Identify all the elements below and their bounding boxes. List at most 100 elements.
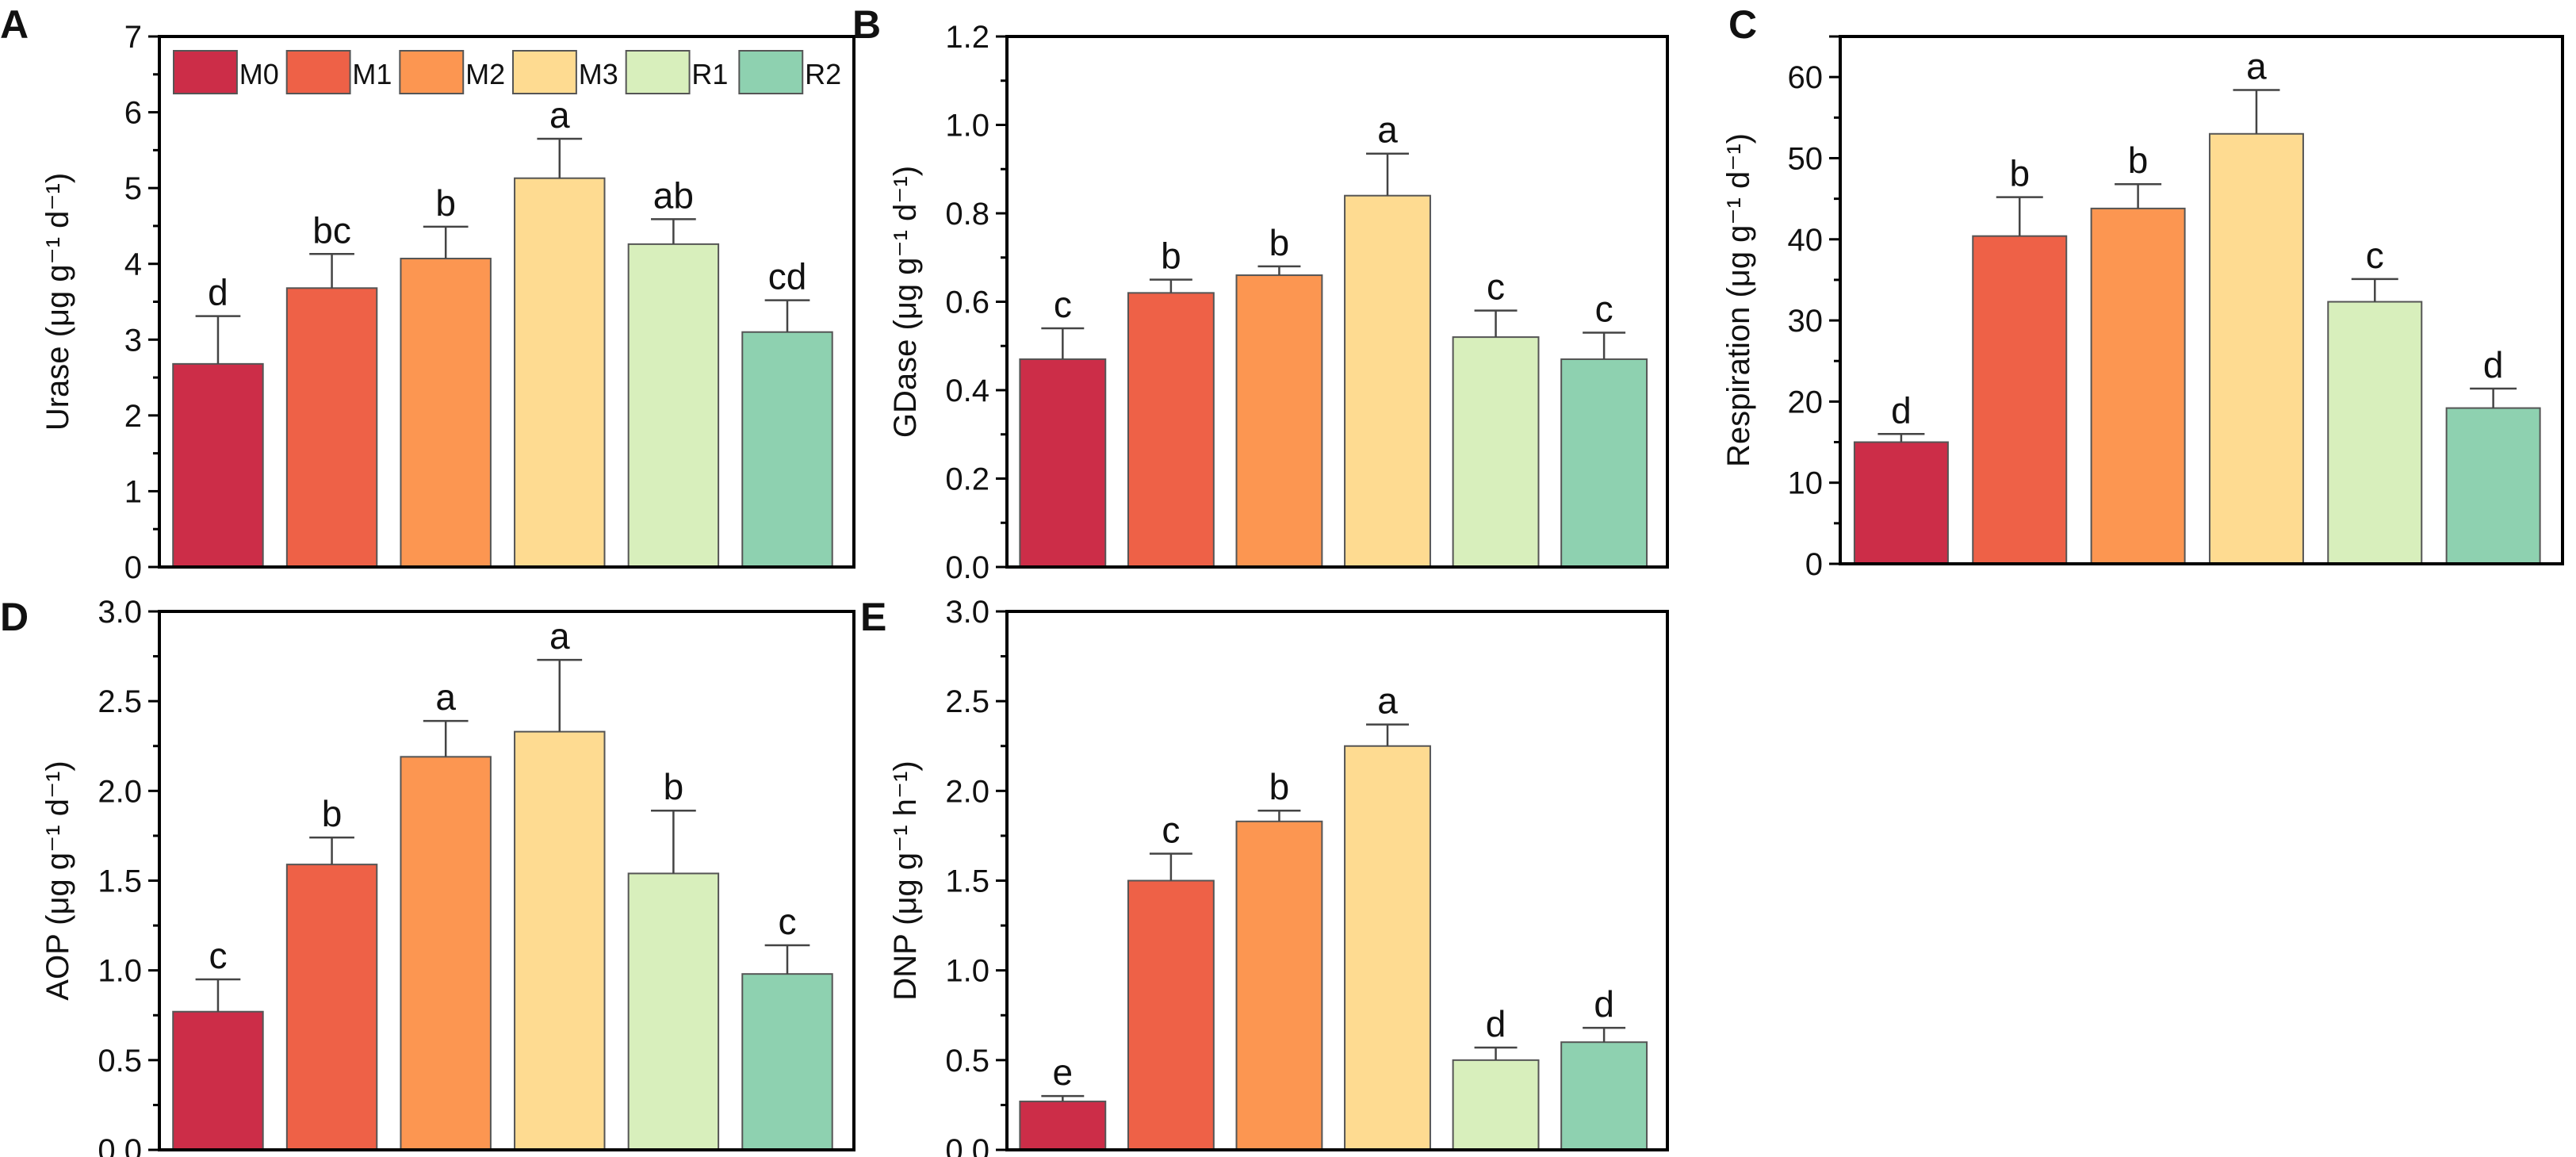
significance-letter: a bbox=[1377, 680, 1398, 722]
bar-m1 bbox=[285, 864, 378, 1151]
bar-m1 bbox=[1972, 235, 2068, 565]
significance-letter: bc bbox=[312, 209, 351, 251]
y-axis-title: GDase (μg g⁻¹ d⁻¹) bbox=[888, 166, 923, 438]
panel-c: Cd b b a c d 0 10 20 30 40 50 60 Respiration (μg g⁻¹ … bbox=[1721, 2, 2564, 582]
y-tick-label: 0 bbox=[1805, 547, 1823, 582]
bar-r2 bbox=[741, 973, 833, 1151]
y-tick-label: 1.0 bbox=[945, 954, 989, 989]
y-tick-label: 0.2 bbox=[945, 462, 989, 497]
significance-letter: d bbox=[1486, 1003, 1506, 1044]
bar-m2 bbox=[1235, 820, 1323, 1151]
legend-label: M2 bbox=[465, 58, 505, 90]
significance-letter: a bbox=[549, 94, 570, 136]
y-tick-label: 3.0 bbox=[945, 595, 989, 630]
y-axis-title: Respiration (μg g⁻¹ d⁻¹) bbox=[1721, 133, 1756, 467]
legend-swatch-r1 bbox=[625, 50, 691, 94]
panel-label: D bbox=[0, 595, 29, 639]
legend-swatch-m2 bbox=[399, 50, 465, 94]
bar-r1 bbox=[1452, 336, 1540, 568]
y-tick-label: 2.0 bbox=[98, 774, 142, 809]
significance-letter: b bbox=[664, 766, 684, 807]
legend-label: R1 bbox=[691, 58, 728, 90]
y-tick-label: 5 bbox=[124, 171, 142, 206]
y-tick-label: 2.5 bbox=[98, 684, 142, 719]
significance-letter: e bbox=[1053, 1052, 1074, 1093]
bar-m0 bbox=[1019, 358, 1107, 568]
significance-letter: c bbox=[209, 935, 227, 976]
bar-r2 bbox=[741, 331, 833, 568]
legend: M0 M1 M2 M3 R1 R2 bbox=[173, 50, 841, 94]
significance-letter: c bbox=[1162, 810, 1180, 851]
y-tick-label: 7 bbox=[124, 20, 142, 55]
legend-swatch-m0 bbox=[173, 50, 238, 94]
bar-m3 bbox=[2208, 132, 2304, 565]
significance-letter: a bbox=[435, 676, 456, 718]
legend-label: M3 bbox=[579, 58, 618, 90]
significance-letter: b bbox=[2009, 153, 2030, 194]
y-tick-label: 6 bbox=[124, 96, 142, 131]
bar-r1 bbox=[627, 872, 720, 1151]
bar-r2 bbox=[1560, 1041, 1648, 1151]
panel-e: Ee c b a d d 0.0 0.5 1.0 1.5 2.0 2.5 3.0 DNP (μg g⁻¹ … bbox=[860, 595, 1669, 1157]
significance-letter: b bbox=[322, 793, 343, 834]
y-tick-label: 3 bbox=[124, 323, 142, 358]
bar-m1 bbox=[285, 287, 378, 568]
panel-d: Dc b a a b c 0.0 0.5 1.0 1.5 2.0 2.5 3.0 AOP (μg g⁻¹ … bbox=[0, 595, 855, 1157]
plot-frame bbox=[1839, 35, 2564, 565]
significance-letter: c bbox=[1054, 284, 1072, 325]
bar-m2 bbox=[2090, 207, 2186, 565]
y-tick-label: 2.5 bbox=[945, 684, 989, 719]
y-tick-label: 0.5 bbox=[98, 1044, 142, 1078]
bar-r2 bbox=[1560, 358, 1648, 568]
panel-label: B bbox=[852, 2, 881, 47]
significance-letter: d bbox=[1594, 983, 1614, 1025]
significance-letter: c bbox=[1595, 289, 1613, 330]
legend-label: R2 bbox=[805, 58, 841, 90]
legend-swatch-r2 bbox=[738, 50, 804, 94]
legend-label: M0 bbox=[239, 58, 279, 90]
bar-m3 bbox=[1344, 194, 1431, 568]
y-tick-label: 0.0 bbox=[945, 550, 989, 585]
panel-a: Ad bc b a ab cd 0 1 2 3 4 5 6 7 Urase (μg g⁻¹ d⁻¹) M0 M1… bbox=[0, 2, 855, 585]
y-tick-label: 50 bbox=[1788, 141, 1824, 176]
bar-m2 bbox=[400, 258, 492, 568]
significance-letter: b bbox=[2128, 140, 2149, 181]
significance-letter: c bbox=[778, 901, 796, 942]
significance-letter: a bbox=[1377, 109, 1398, 151]
y-tick-label: 1 bbox=[124, 474, 142, 509]
y-tick-label: 1.5 bbox=[98, 864, 142, 899]
y-tick-label: 1.0 bbox=[945, 109, 989, 144]
y-axis-title: Urase (μg g⁻¹ d⁻¹) bbox=[40, 173, 75, 431]
legend-swatch-m3 bbox=[512, 50, 577, 94]
y-tick-label: 3.0 bbox=[98, 595, 142, 630]
panel-label: E bbox=[860, 595, 886, 639]
y-tick-label: 40 bbox=[1788, 223, 1824, 258]
y-tick-label: 4 bbox=[124, 247, 142, 282]
significance-letter: b bbox=[1269, 766, 1290, 807]
bar-m2 bbox=[1235, 274, 1323, 568]
bar-m0 bbox=[1853, 441, 1949, 565]
significance-letter: d bbox=[208, 272, 228, 313]
significance-letter: c bbox=[2366, 235, 2384, 276]
significance-letter: b bbox=[435, 182, 456, 224]
bar-m3 bbox=[1344, 745, 1431, 1151]
y-tick-label: 0.8 bbox=[945, 197, 989, 232]
bar-m0 bbox=[1019, 1100, 1107, 1151]
y-tick-label: 20 bbox=[1788, 385, 1824, 420]
y-axis-title: AOP (μg g⁻¹ d⁻¹) bbox=[40, 760, 75, 1000]
y-tick-label: 30 bbox=[1788, 304, 1824, 339]
y-tick-label: 0.0 bbox=[98, 1133, 142, 1157]
y-tick-label: 0.5 bbox=[945, 1044, 989, 1078]
bar-r1 bbox=[2327, 301, 2423, 565]
significance-letter: ab bbox=[653, 174, 694, 216]
legend-label: M1 bbox=[352, 58, 392, 90]
bar-m0 bbox=[172, 1010, 264, 1151]
significance-letter: b bbox=[1269, 222, 1290, 263]
y-tick-label: 60 bbox=[1788, 60, 1824, 95]
significance-letter: b bbox=[1161, 236, 1181, 277]
y-tick-label: 0.6 bbox=[945, 285, 989, 320]
y-tick-label: 2 bbox=[124, 399, 142, 434]
legend-swatch-m1 bbox=[285, 50, 351, 94]
significance-letter: c bbox=[1487, 266, 1505, 308]
